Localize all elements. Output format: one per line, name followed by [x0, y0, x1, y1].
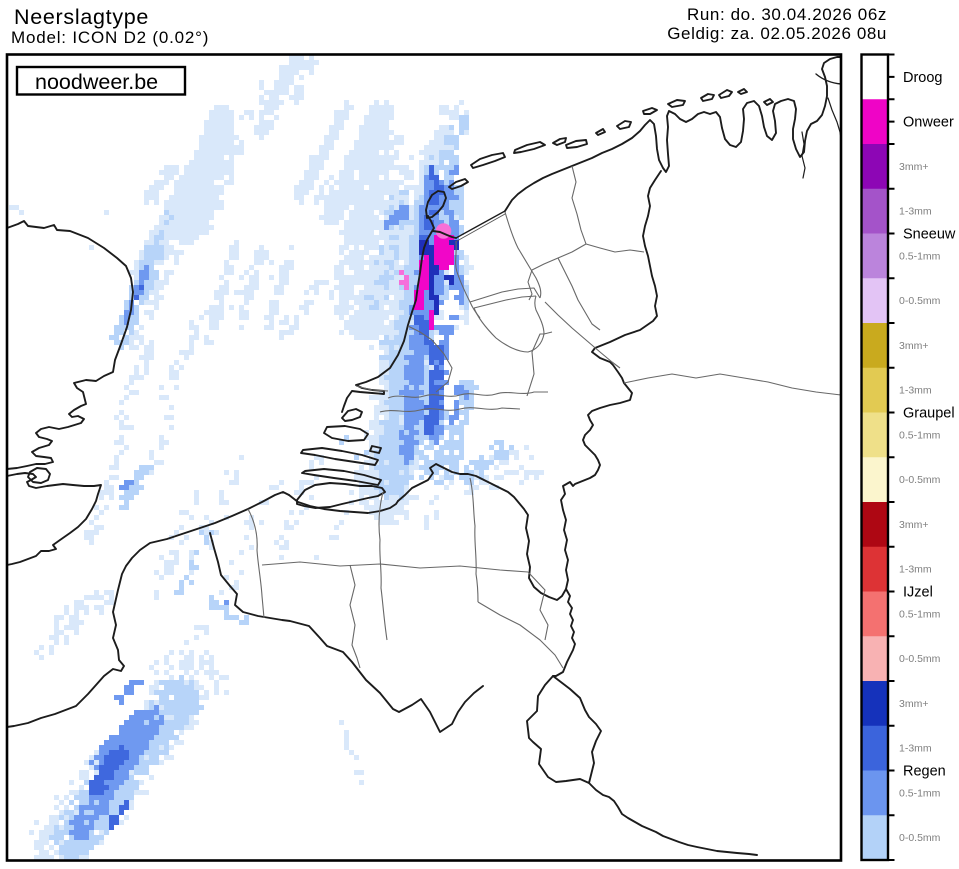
svg-text:1-3mm: 1-3mm [899, 564, 932, 576]
svg-text:3mm+: 3mm+ [899, 519, 928, 531]
svg-text:Droog: Droog [903, 70, 943, 86]
svg-text:IJzel: IJzel [903, 585, 933, 601]
svg-text:0-0.5mm: 0-0.5mm [899, 295, 941, 307]
svg-text:3mm+: 3mm+ [899, 698, 928, 710]
svg-text:0-0.5mm: 0-0.5mm [899, 653, 941, 665]
svg-text:0.5-1mm: 0.5-1mm [899, 429, 941, 441]
svg-text:0.5-1mm: 0.5-1mm [899, 250, 941, 262]
svg-text:3mm+: 3mm+ [899, 161, 928, 173]
svg-text:Sneeuw: Sneeuw [903, 227, 956, 243]
svg-text:1-3mm: 1-3mm [899, 206, 932, 218]
svg-text:1-3mm: 1-3mm [899, 385, 932, 397]
svg-text:Onweer: Onweer [903, 115, 954, 131]
svg-text:0.5-1mm: 0.5-1mm [899, 608, 941, 620]
svg-text:1-3mm: 1-3mm [899, 743, 932, 755]
svg-text:Graupel: Graupel [903, 406, 955, 422]
svg-text:noodweer.be: noodweer.be [35, 70, 158, 94]
svg-text:Regen: Regen [903, 764, 946, 780]
svg-text:0-0.5mm: 0-0.5mm [899, 474, 941, 486]
svg-text:0.5-1mm: 0.5-1mm [899, 787, 941, 799]
svg-text:0-0.5mm: 0-0.5mm [899, 832, 941, 844]
svg-text:3mm+: 3mm+ [899, 340, 928, 352]
